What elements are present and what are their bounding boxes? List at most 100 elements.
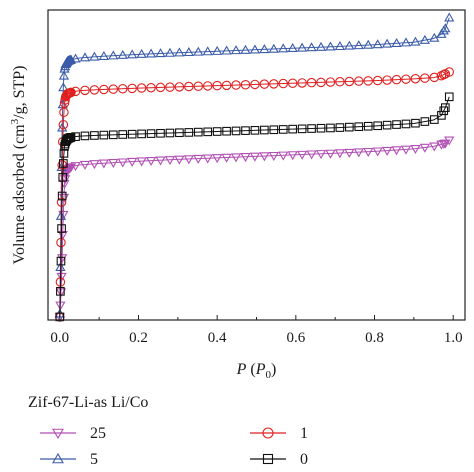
x-tick-label: 0.6 bbox=[286, 330, 305, 346]
data-point bbox=[137, 129, 146, 139]
data-point bbox=[259, 79, 270, 89]
data-point bbox=[420, 73, 430, 83]
data-point bbox=[146, 129, 156, 138]
series-5 bbox=[54, 12, 455, 318]
data-point bbox=[58, 119, 69, 130]
data-point bbox=[175, 128, 184, 138]
data-point bbox=[231, 126, 241, 136]
data-point bbox=[193, 81, 204, 91]
data-point bbox=[127, 83, 137, 94]
data-point bbox=[382, 120, 392, 130]
data-point bbox=[436, 28, 447, 38]
y-axis-label: Volume adsorbed (cm3/g, STP) bbox=[9, 66, 28, 265]
data-point bbox=[222, 126, 231, 136]
x-axis-label-main: P bbox=[236, 361, 247, 378]
series-line bbox=[59, 17, 450, 314]
data-point bbox=[184, 81, 194, 92]
data-point bbox=[183, 47, 194, 57]
data-point bbox=[354, 76, 364, 86]
data-point bbox=[58, 173, 68, 182]
data-point bbox=[391, 146, 402, 156]
legend-marker bbox=[52, 452, 64, 464]
data-point bbox=[59, 107, 69, 118]
data-point bbox=[353, 40, 364, 50]
data-point bbox=[410, 73, 421, 84]
y-axis-label-sup: 3 bbox=[9, 118, 21, 124]
data-point bbox=[444, 136, 455, 146]
data-point bbox=[79, 52, 91, 62]
data-point bbox=[419, 34, 431, 44]
data-point bbox=[440, 23, 451, 33]
data-point bbox=[240, 44, 251, 54]
legend-item-0: 0 bbox=[250, 451, 308, 468]
data-point bbox=[221, 153, 232, 163]
data-point bbox=[127, 49, 138, 59]
data-point bbox=[401, 119, 411, 129]
x-tick-label: 0.8 bbox=[365, 330, 384, 346]
data-point bbox=[240, 79, 251, 90]
data-point bbox=[306, 150, 317, 160]
data-point bbox=[325, 149, 336, 159]
x-axis-ticks: 0.0 0.2 0.4 0.6 0.8 1.0 bbox=[50, 315, 463, 346]
data-point bbox=[353, 148, 364, 158]
data-point bbox=[287, 42, 298, 52]
data-point bbox=[90, 131, 99, 140]
data-point bbox=[334, 41, 346, 51]
data-point bbox=[363, 76, 373, 86]
data-point bbox=[401, 74, 411, 84]
data-point bbox=[441, 103, 450, 112]
data-point bbox=[429, 142, 440, 152]
data-point bbox=[411, 118, 420, 128]
data-point bbox=[193, 46, 204, 56]
data-point bbox=[363, 39, 374, 49]
data-point bbox=[381, 38, 393, 48]
data-point bbox=[202, 81, 213, 91]
data-point bbox=[325, 41, 336, 51]
data-point bbox=[307, 124, 316, 133]
x-axis-label-sub: 0 bbox=[266, 369, 272, 381]
data-point bbox=[420, 117, 430, 126]
x-axis-label: P (P0) bbox=[236, 361, 277, 381]
data-point bbox=[59, 63, 70, 73]
data-point bbox=[79, 160, 91, 170]
data-point bbox=[363, 121, 373, 131]
data-point bbox=[212, 80, 222, 91]
data-point bbox=[56, 286, 65, 296]
data-point bbox=[288, 124, 298, 134]
data-point bbox=[65, 163, 77, 173]
data-point bbox=[174, 155, 185, 165]
data-point bbox=[70, 53, 81, 63]
data-point bbox=[56, 272, 67, 282]
data-point bbox=[193, 127, 203, 137]
data-point bbox=[127, 157, 138, 167]
data-point bbox=[80, 85, 90, 96]
data-point bbox=[156, 128, 165, 138]
data-point bbox=[315, 150, 327, 160]
data-point bbox=[230, 45, 242, 55]
data-point bbox=[297, 124, 307, 134]
legend-marker bbox=[52, 428, 64, 440]
data-point bbox=[249, 152, 261, 162]
data-point bbox=[372, 75, 383, 86]
data-point bbox=[268, 151, 279, 161]
data-point bbox=[315, 41, 327, 51]
data-point bbox=[108, 84, 119, 94]
x-tick-label: 0.4 bbox=[208, 330, 227, 346]
data-point bbox=[70, 86, 81, 97]
data-point bbox=[391, 74, 402, 85]
data-point bbox=[117, 158, 128, 168]
data-point bbox=[58, 70, 70, 80]
data-point bbox=[99, 130, 109, 140]
data-point bbox=[155, 48, 166, 58]
data-point bbox=[174, 82, 185, 92]
data-point bbox=[203, 127, 213, 137]
legend-label: 1 bbox=[300, 425, 308, 442]
data-point bbox=[410, 36, 421, 46]
data-point bbox=[391, 38, 402, 48]
data-point bbox=[59, 159, 68, 168]
data-point bbox=[165, 82, 175, 92]
data-point bbox=[326, 123, 335, 133]
legend-title: Zif-67-Li-as Li/Co bbox=[28, 394, 148, 411]
data-point bbox=[444, 92, 454, 102]
